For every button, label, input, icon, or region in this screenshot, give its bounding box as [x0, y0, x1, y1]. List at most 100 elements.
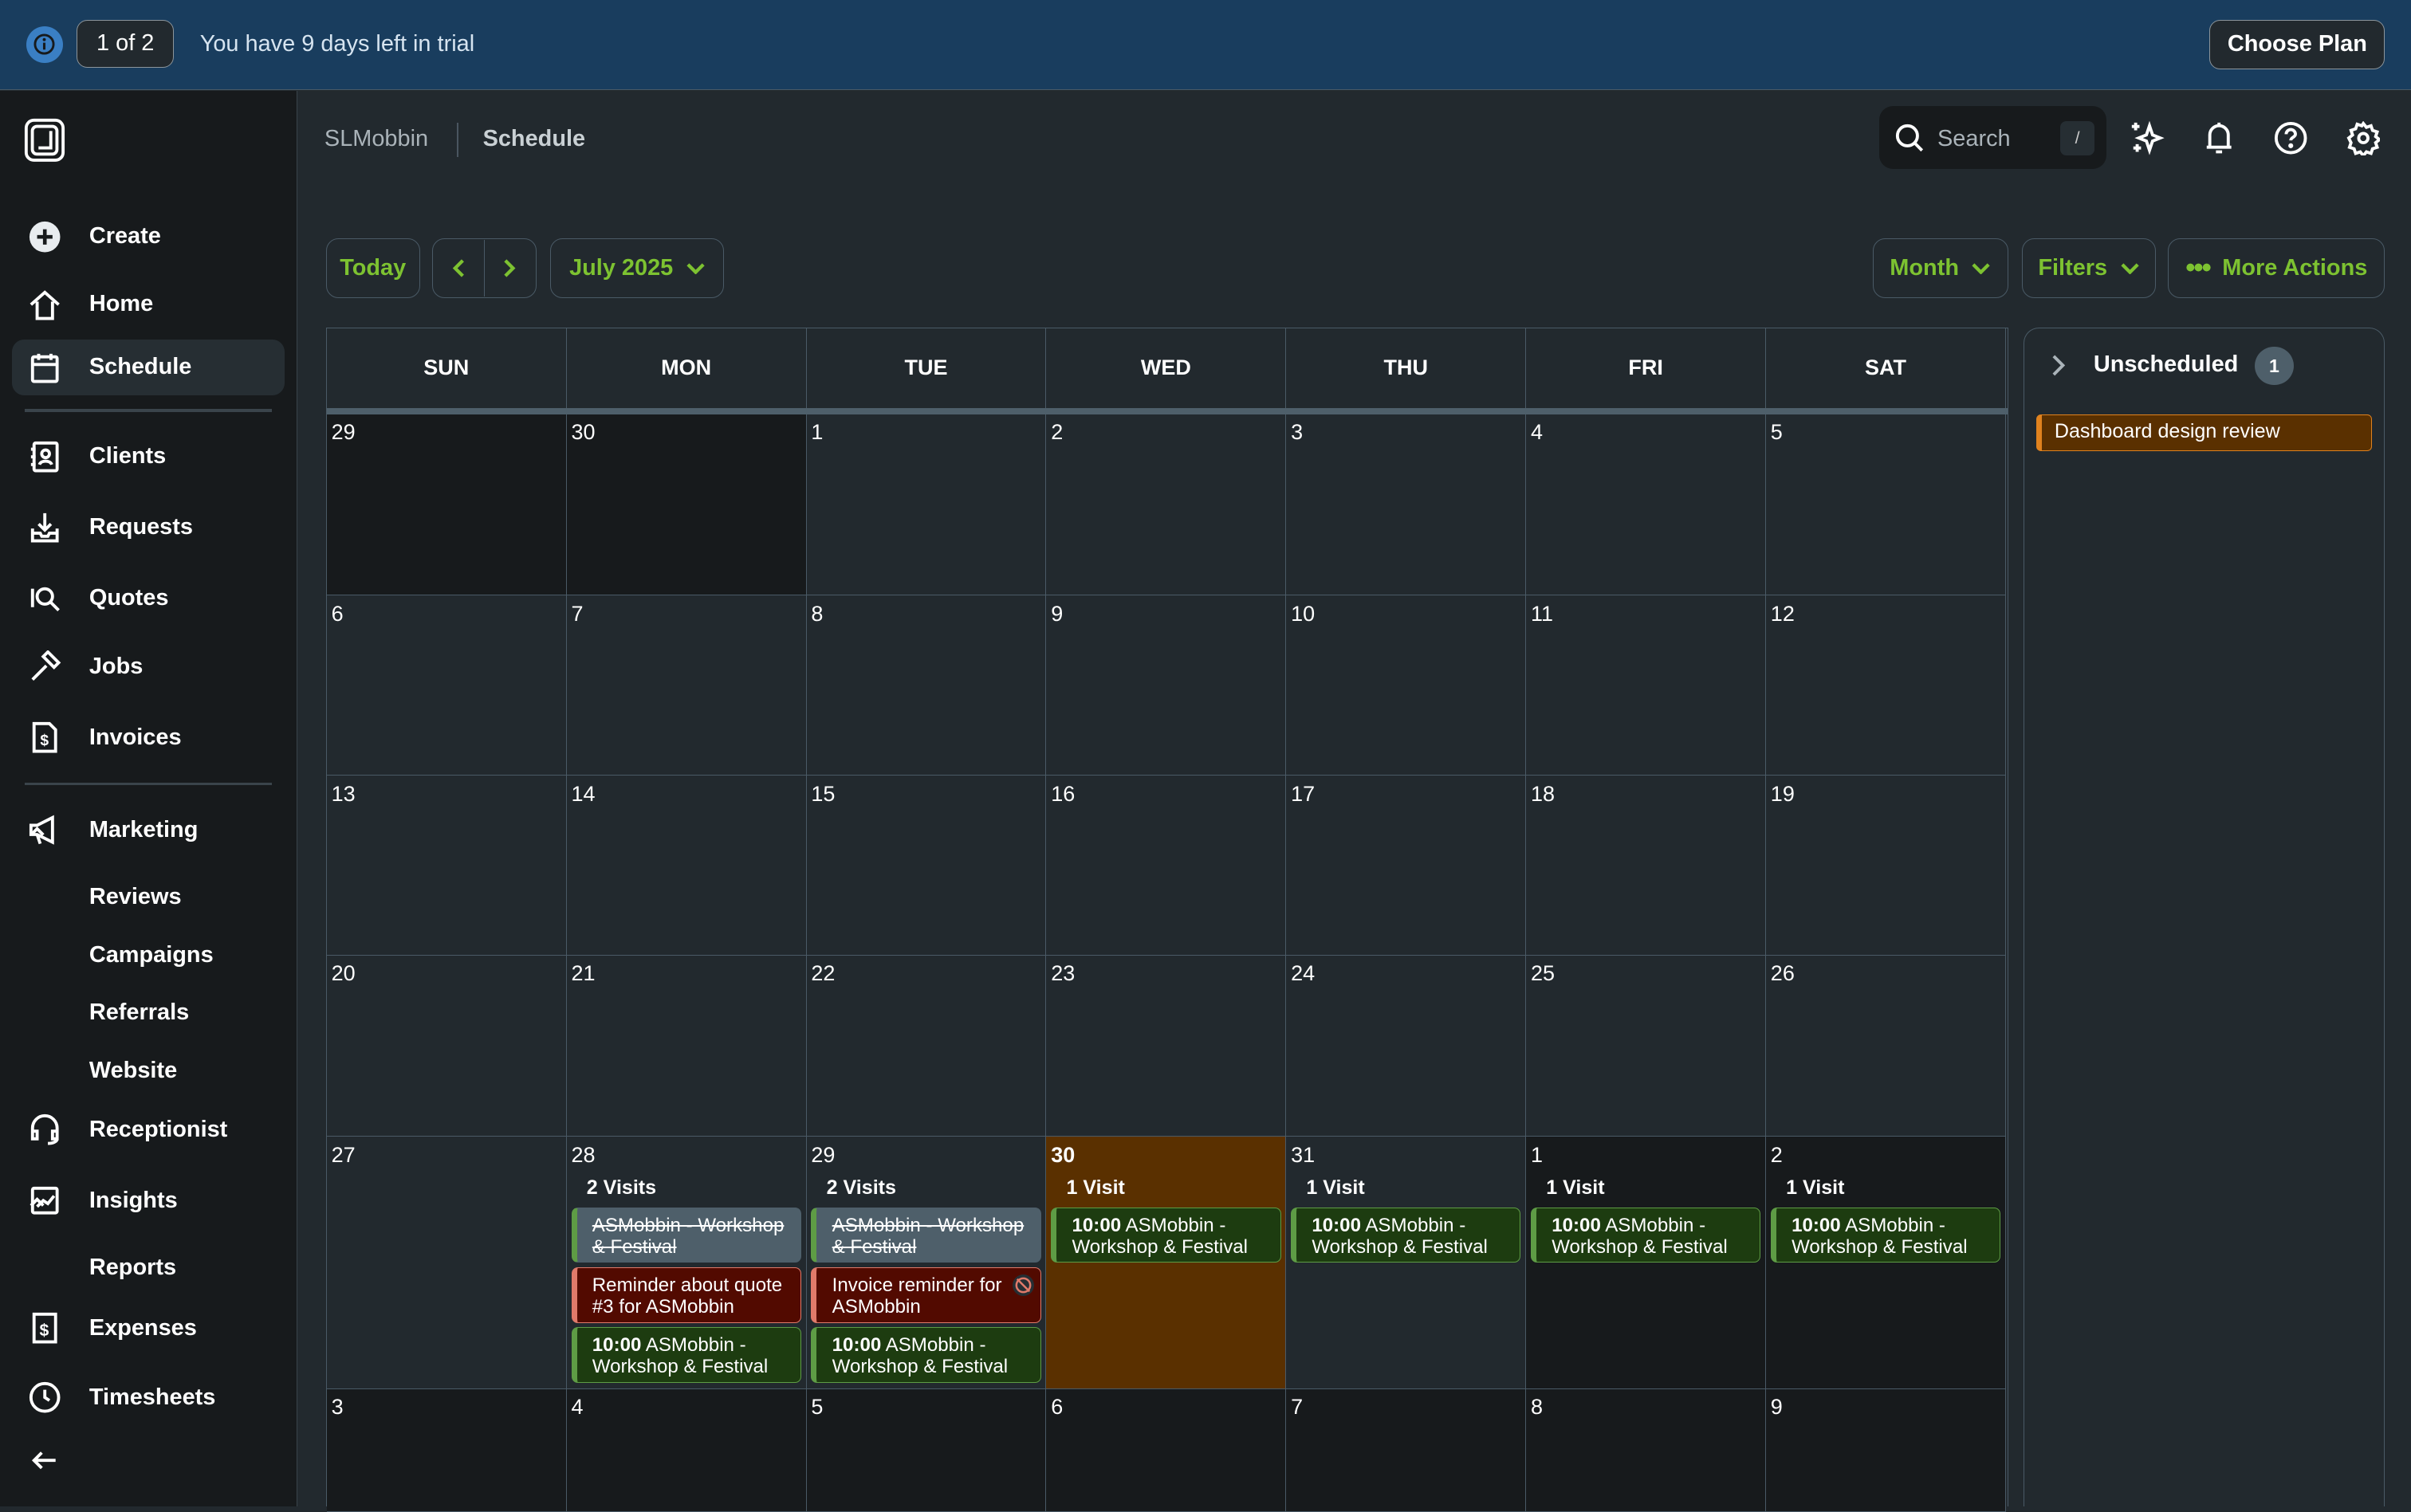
- day-cell[interactable]: 3: [326, 1388, 567, 1512]
- calendar-event[interactable]: 10:00 ASMobbin - Workshop & Festival: [571, 1327, 801, 1383]
- day-cell[interactable]: 7: [1286, 1388, 1527, 1512]
- day-cell[interactable]: 19: [1766, 776, 2006, 956]
- gear-icon[interactable]: [2346, 121, 2381, 155]
- day-cell[interactable]: 18: [1526, 776, 1767, 956]
- filters-button[interactable]: Filters: [2022, 238, 2156, 299]
- bell-icon[interactable]: [2202, 120, 2236, 156]
- visit-count[interactable]: 1 Visit: [1786, 1176, 1845, 1200]
- day-cell[interactable]: 31 1 Visit 10:00 ASMobbin - Workshop & Fes…: [1286, 1137, 1527, 1389]
- day-cell[interactable]: 23: [1046, 955, 1287, 1137]
- day-cell[interactable]: 10: [1286, 595, 1527, 776]
- day-cell[interactable]: 22: [806, 955, 1047, 1137]
- calendar-event[interactable]: Invoice reminder for ASMobbin: [811, 1267, 1041, 1323]
- day-cell[interactable]: 27: [326, 1137, 567, 1389]
- day-cell[interactable]: 7: [566, 595, 807, 776]
- sidebar-item-expenses[interactable]: $ Expenses: [12, 1301, 284, 1356]
- calendar-event[interactable]: Reminder about quote #3 for ASMobbin: [571, 1267, 801, 1323]
- visit-count[interactable]: 1 Visit: [1546, 1176, 1605, 1200]
- app-logo[interactable]: [23, 117, 66, 170]
- more-actions-button[interactable]: ••• More Actions: [2168, 238, 2385, 299]
- day-cell[interactable]: 8: [806, 595, 1047, 776]
- day-cell[interactable]: 13: [326, 776, 567, 956]
- day-cell[interactable]: 5: [1766, 414, 2006, 596]
- breadcrumb-account[interactable]: SLMobbin: [324, 126, 429, 152]
- calendar-event[interactable]: 10:00 ASMobbin - Workshop & Festival: [1051, 1207, 1281, 1263]
- sidebar-item-referrals[interactable]: Referrals: [88, 999, 190, 1025]
- event-title: ASMobbin - Workshop & Festival: [832, 1214, 1025, 1258]
- day-cell[interactable]: 16: [1046, 776, 1287, 956]
- day-cell[interactable]: 11: [1526, 595, 1767, 776]
- day-cell[interactable]: 28 2 Visits ASMobbin - Workshop & Festival…: [566, 1137, 807, 1389]
- sidebar-item-insights[interactable]: Insights: [12, 1173, 284, 1228]
- today-button[interactable]: Today: [325, 238, 420, 299]
- day-cell[interactable]: 6: [1046, 1388, 1287, 1512]
- calendar-event[interactable]: 10:00 ASMobbin - Workshop & Festival: [1770, 1207, 2001, 1263]
- banner-pager[interactable]: 1 of 2: [77, 20, 174, 68]
- calendar-event[interactable]: ASMobbin - Workshop & Festival: [811, 1207, 1041, 1263]
- day-cell[interactable]: 29 2 Visits ASMobbin - Workshop & Festival…: [806, 1137, 1047, 1389]
- sidebar-item-website[interactable]: Website: [88, 1057, 178, 1083]
- day-cell[interactable]: 1: [806, 414, 1047, 596]
- day-cell[interactable]: 9: [1766, 1388, 2006, 1512]
- collapse-sidebar-button[interactable]: [12, 1432, 284, 1487]
- sidebar-item-jobs[interactable]: Jobs: [12, 639, 284, 694]
- unscheduled-title[interactable]: Unscheduled: [2093, 351, 2239, 377]
- calendar-event[interactable]: ASMobbin - Workshop & Festival: [571, 1207, 801, 1263]
- day-cell[interactable]: 6: [326, 595, 567, 776]
- day-cell[interactable]: 25: [1526, 955, 1767, 1137]
- day-cell[interactable]: 24: [1286, 955, 1527, 1137]
- day-cell[interactable]: 21: [566, 955, 807, 1137]
- chevron-right-icon[interactable]: [2051, 353, 2066, 378]
- day-cell-today[interactable]: 30 1 Visit 10:00 ASMobbin - Workshop & Fes…: [1046, 1137, 1287, 1389]
- day-cell[interactable]: 4: [566, 1388, 807, 1512]
- sidebar-item-reviews[interactable]: Reviews: [88, 883, 182, 909]
- sidebar-item-clients[interactable]: Clients: [12, 429, 284, 484]
- view-select-month[interactable]: Month: [1873, 238, 2008, 299]
- day-cell[interactable]: 9: [1046, 595, 1287, 776]
- day-cell[interactable]: 3: [1286, 414, 1527, 596]
- day-cell[interactable]: 5: [806, 1388, 1047, 1512]
- day-cell[interactable]: 30: [566, 414, 807, 596]
- sidebar-item-schedule[interactable]: Schedule: [12, 340, 285, 395]
- day-cell[interactable]: 15: [806, 776, 1047, 956]
- unscheduled-item[interactable]: Dashboard design review: [2036, 414, 2372, 452]
- month-picker-button[interactable]: July 2025: [550, 238, 725, 299]
- sidebar-item-requests[interactable]: Requests: [12, 500, 284, 555]
- sidebar-item-create[interactable]: Create: [12, 209, 284, 264]
- visit-count[interactable]: 1 Visit: [1066, 1176, 1125, 1200]
- help-icon[interactable]: [2274, 121, 2307, 155]
- sidebar-item-campaigns[interactable]: Campaigns: [88, 942, 214, 968]
- calendar-event[interactable]: 10:00 ASMobbin - Workshop & Festival: [1291, 1207, 1521, 1263]
- sidebar-item-timesheets[interactable]: Timesheets: [12, 1369, 284, 1424]
- day-number: 4: [571, 1395, 584, 1420]
- day-cell[interactable]: 14: [566, 776, 807, 956]
- day-cell[interactable]: 8: [1526, 1388, 1767, 1512]
- day-cell[interactable]: 4: [1526, 414, 1767, 596]
- day-cell[interactable]: 17: [1286, 776, 1527, 956]
- day-number: 18: [1530, 781, 1555, 806]
- visit-count[interactable]: 2 Visits: [826, 1176, 896, 1200]
- sidebar-item-home[interactable]: Home: [12, 277, 284, 332]
- sidebar-item-marketing[interactable]: Marketing: [12, 803, 284, 858]
- choose-plan-button[interactable]: Choose Plan: [2209, 20, 2385, 69]
- sidebar-item-invoices[interactable]: $ Invoices: [12, 710, 284, 765]
- day-cell[interactable]: 20: [326, 955, 567, 1137]
- calendar-event[interactable]: 10:00 ASMobbin - Workshop & Festival: [811, 1327, 1041, 1383]
- day-cell[interactable]: 12: [1766, 595, 2006, 776]
- day-cell[interactable]: 2: [1046, 414, 1287, 596]
- visit-count[interactable]: 1 Visit: [1306, 1176, 1365, 1200]
- previous-month-button[interactable]: [433, 239, 485, 297]
- sidebar-item-receptionist[interactable]: Receptionist: [12, 1102, 284, 1157]
- day-cell[interactable]: 29: [326, 414, 567, 596]
- day-number: 27: [331, 1142, 356, 1167]
- day-number: 6: [331, 602, 344, 626]
- day-cell[interactable]: 26: [1766, 955, 2006, 1137]
- next-month-button[interactable]: [485, 240, 536, 297]
- visit-count[interactable]: 2 Visits: [586, 1176, 657, 1200]
- sidebar-item-quotes[interactable]: Quotes: [12, 571, 284, 626]
- calendar-event[interactable]: 10:00 ASMobbin - Workshop & Festival: [1530, 1207, 1761, 1263]
- sidebar-item-reports[interactable]: Reports: [88, 1254, 177, 1280]
- sparkle-ai-icon[interactable]: [2128, 120, 2165, 156]
